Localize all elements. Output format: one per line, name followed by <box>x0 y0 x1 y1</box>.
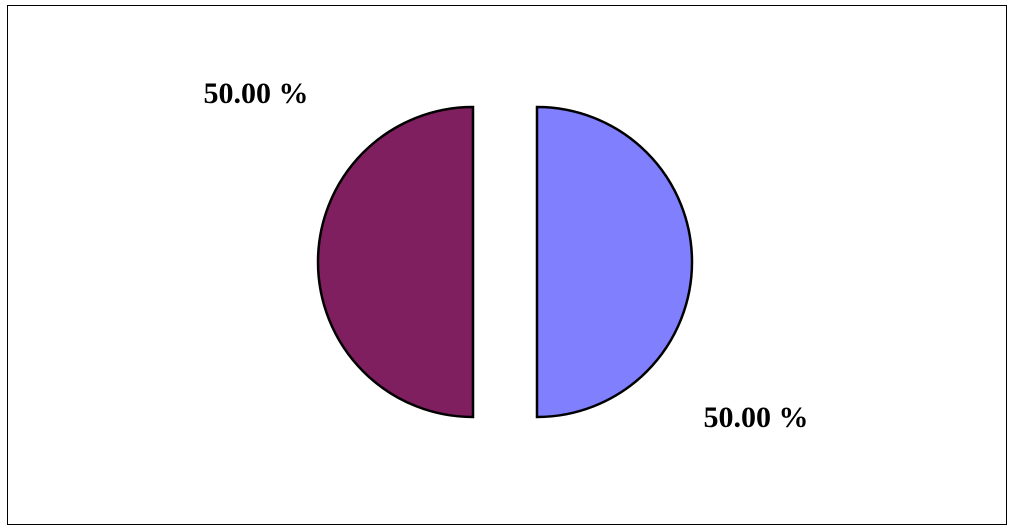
pie-slice-2 <box>316 105 475 419</box>
pie-slices <box>316 105 694 419</box>
chart-frame <box>7 5 1007 525</box>
slice-label-2: 50.00 % <box>204 77 309 110</box>
pie-labels: 50.00 % 50.00 % <box>204 77 809 434</box>
slice-label-1: 50.00 % <box>704 401 809 434</box>
pie-slice-1 <box>535 105 694 419</box>
